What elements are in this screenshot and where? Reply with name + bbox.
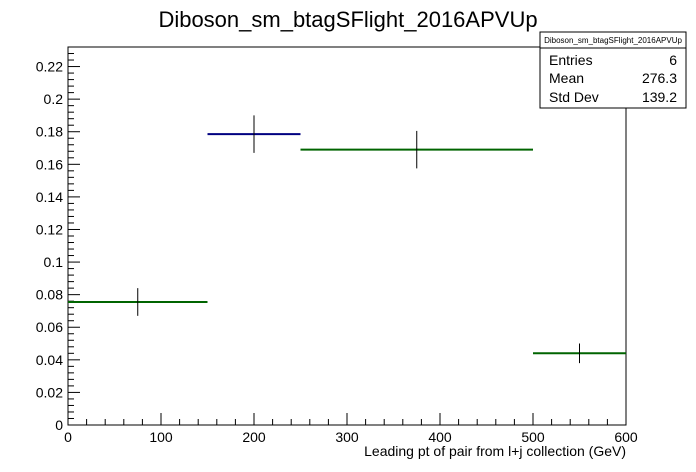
stats-entries-value: 6 bbox=[669, 52, 677, 68]
x-tick-label: 300 bbox=[335, 429, 359, 445]
y-tick-label: 0.16 bbox=[36, 156, 63, 172]
stats-box: Diboson_sm_btagSFlight_2016APVUp Entries… bbox=[539, 31, 687, 109]
x-tick-label: 500 bbox=[521, 429, 545, 445]
stats-mean-label: Mean bbox=[549, 70, 584, 86]
x-tick-label: 200 bbox=[242, 429, 266, 445]
y-tick-label: 0.1 bbox=[44, 254, 64, 270]
x-tick-label: 600 bbox=[614, 429, 638, 445]
stats-stddev-label: Std Dev bbox=[549, 89, 599, 105]
y-tick-label: 0.06 bbox=[36, 319, 63, 335]
stats-box-frame bbox=[539, 31, 687, 109]
x-tick-label: 0 bbox=[64, 429, 72, 445]
stats-stddev-value: 139.2 bbox=[642, 89, 677, 105]
x-tick-label: 400 bbox=[428, 429, 452, 445]
y-tick-label: 0.02 bbox=[36, 384, 63, 400]
y-tick-label: 0 bbox=[55, 417, 63, 433]
chart-title: Diboson_sm_btagSFlight_2016APVUp bbox=[158, 7, 537, 32]
y-tick-label: 0.22 bbox=[36, 59, 63, 75]
x-axis-ticks: 0 100 200 300 400 500 600 bbox=[64, 413, 638, 445]
stats-box-title: Diboson_sm_btagSFlight_2016APVUp bbox=[544, 36, 682, 45]
y-tick-label: 0.14 bbox=[36, 189, 63, 205]
y-tick-label: 0.08 bbox=[36, 287, 63, 303]
stats-entries-label: Entries bbox=[549, 52, 593, 68]
x-axis-label: Leading pt of pair from l+j collection (… bbox=[364, 443, 626, 459]
y-tick-label: 0.04 bbox=[36, 352, 63, 368]
x-tick-label: 100 bbox=[149, 429, 173, 445]
stats-mean-value: 276.3 bbox=[642, 70, 677, 86]
y-tick-label: 0.12 bbox=[36, 221, 63, 237]
y-tick-label: 0.2 bbox=[44, 91, 64, 107]
histogram-bins bbox=[68, 115, 626, 364]
y-tick-label: 0.18 bbox=[36, 124, 63, 140]
y-axis-ticks: 0 0.02 0.04 0.06 0.08 0.1 0.12 0.14 0.16 0.18 0.2 0… bbox=[36, 46, 80, 433]
